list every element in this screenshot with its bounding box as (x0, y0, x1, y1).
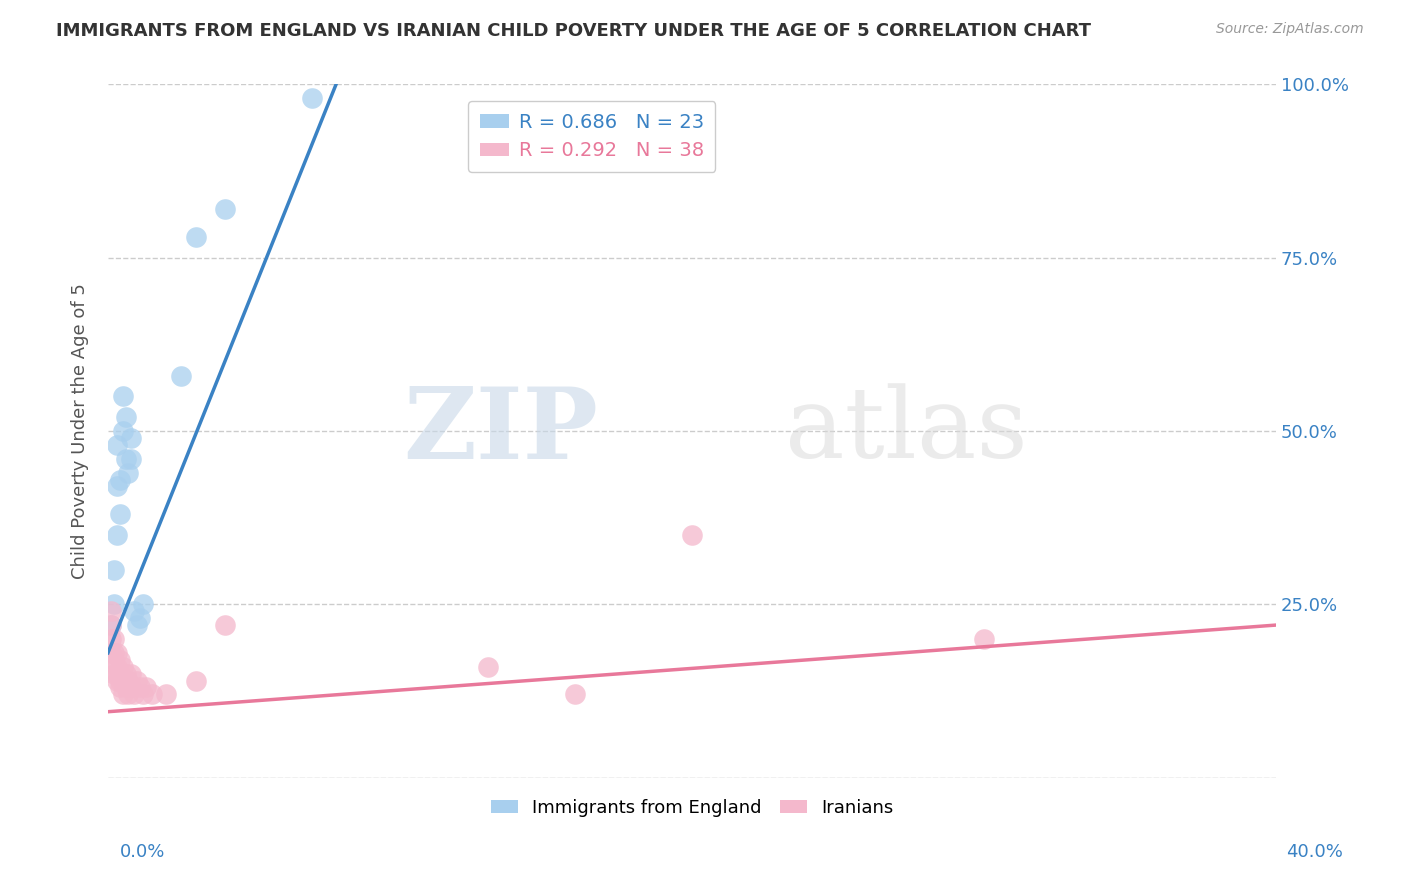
Point (122, 604, 145, 618)
Point (120, 666, 142, 681)
Text: ZIP: ZIP (404, 383, 599, 480)
Point (132, 687, 155, 701)
Point (120, 431, 142, 445)
Point (120, 681, 142, 695)
Point (973, 632, 995, 646)
Point (105, 479, 128, 493)
Point (129, 681, 152, 695)
Point (105, 666, 128, 681)
Point (111, 687, 134, 701)
Point (477, 659, 499, 673)
Point (103, 597, 125, 611)
Point (105, 673, 128, 688)
Point (108, 507, 131, 521)
Point (105, 438, 128, 452)
Point (108, 653, 131, 667)
Point (108, 673, 131, 688)
Point (114, 666, 136, 681)
Point (103, 563, 125, 577)
Point (135, 681, 157, 695)
Text: atlas: atlas (786, 383, 1028, 479)
Point (103, 632, 125, 646)
Point (214, 618, 236, 632)
Point (103, 666, 125, 681)
Point (155, 687, 177, 701)
Point (100, 618, 122, 632)
Point (132, 597, 155, 611)
Point (105, 646, 128, 660)
Point (127, 673, 149, 688)
Point (129, 611, 152, 625)
Point (100, 604, 122, 618)
Point (114, 410, 136, 425)
Point (111, 424, 134, 438)
Point (108, 681, 131, 695)
Text: IMMIGRANTS FROM ENGLAND VS IRANIAN CHILD POVERTY UNDER THE AGE OF 5 CORRELATION : IMMIGRANTS FROM ENGLAND VS IRANIAN CHILD… (56, 22, 1091, 40)
Text: 0.0%: 0.0% (120, 843, 165, 861)
Point (141, 687, 163, 701)
Point (100, 632, 122, 646)
Text: 40.0%: 40.0% (1286, 843, 1343, 861)
Point (100, 618, 122, 632)
Point (122, 687, 145, 701)
Point (117, 673, 139, 688)
Legend: Immigrants from England, Iranians: Immigrants from England, Iranians (484, 791, 901, 824)
Point (108, 473, 131, 487)
Point (184, 230, 207, 244)
Point (117, 466, 139, 480)
Point (111, 673, 134, 688)
Point (681, 528, 703, 542)
Point (111, 389, 134, 403)
Point (105, 659, 128, 673)
Point (214, 202, 236, 217)
Point (120, 451, 142, 466)
Point (111, 659, 134, 673)
Point (127, 618, 149, 632)
Point (103, 646, 125, 660)
Point (184, 673, 207, 688)
Point (114, 681, 136, 695)
Y-axis label: Child Poverty Under the Age of 5: Child Poverty Under the Age of 5 (72, 283, 89, 579)
Point (114, 451, 136, 466)
Point (103, 653, 125, 667)
Point (108, 666, 131, 681)
Text: Source: ZipAtlas.com: Source: ZipAtlas.com (1216, 22, 1364, 37)
Point (105, 528, 128, 542)
Point (100, 646, 122, 660)
Point (564, 687, 586, 701)
Point (170, 368, 193, 383)
Point (301, 91, 323, 105)
Point (117, 687, 139, 701)
